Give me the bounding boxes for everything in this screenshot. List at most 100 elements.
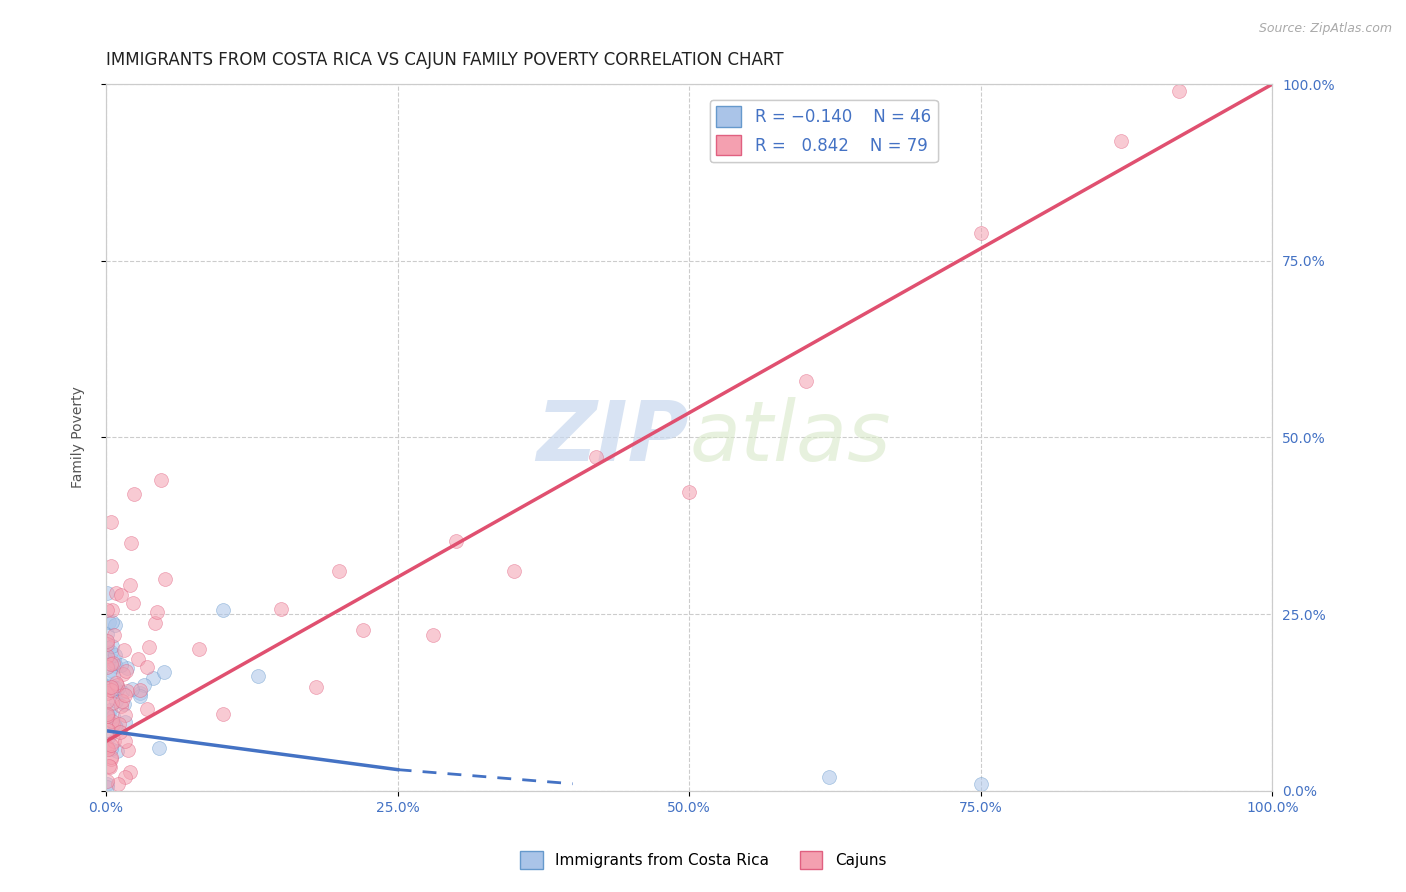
Point xyxy=(100,559,122,574)
Legend: Immigrants from Costa Rica, Cajuns: Immigrants from Costa Rica, Cajuns xyxy=(513,845,893,875)
Point xyxy=(153,572,176,586)
Point xyxy=(328,564,350,578)
Point xyxy=(97,651,120,665)
Point xyxy=(110,657,132,672)
Point xyxy=(96,627,118,641)
Point xyxy=(107,777,129,791)
Point xyxy=(132,678,155,692)
Point xyxy=(970,777,993,791)
Point xyxy=(678,484,700,499)
Point xyxy=(444,533,467,548)
Point xyxy=(96,774,118,789)
Point xyxy=(96,648,118,663)
Point xyxy=(124,487,146,501)
Point xyxy=(101,639,124,653)
Point xyxy=(211,603,233,617)
Text: atlas: atlas xyxy=(689,397,891,478)
Point xyxy=(97,741,120,756)
Point xyxy=(1109,134,1132,148)
Point xyxy=(111,666,134,681)
Point xyxy=(96,780,118,795)
Point xyxy=(100,738,122,752)
Point xyxy=(153,665,176,680)
Point xyxy=(111,694,134,708)
Point xyxy=(96,709,118,723)
Point xyxy=(108,725,131,739)
Point xyxy=(98,702,121,716)
Point xyxy=(101,669,124,683)
Point xyxy=(188,642,211,657)
Point xyxy=(105,678,128,692)
Point xyxy=(97,707,120,722)
Point xyxy=(104,684,127,698)
Point xyxy=(96,739,118,754)
Point xyxy=(103,648,125,662)
Point xyxy=(100,683,122,698)
Point xyxy=(98,615,121,629)
Point xyxy=(100,678,122,692)
Point xyxy=(305,680,328,694)
Point xyxy=(100,680,122,694)
Point xyxy=(101,696,124,710)
Point xyxy=(121,682,143,697)
Point xyxy=(114,707,136,722)
Point xyxy=(104,658,127,673)
Point xyxy=(120,577,142,591)
Point xyxy=(115,684,138,698)
Point xyxy=(114,714,136,729)
Text: ZIP: ZIP xyxy=(537,397,689,478)
Point xyxy=(103,734,125,748)
Point xyxy=(96,637,118,651)
Point xyxy=(103,717,125,731)
Point xyxy=(105,720,128,734)
Point xyxy=(108,717,131,731)
Point xyxy=(101,656,124,670)
Point xyxy=(136,660,159,674)
Point xyxy=(120,765,142,780)
Point xyxy=(112,643,135,657)
Point xyxy=(115,661,138,675)
Point xyxy=(105,675,128,690)
Point xyxy=(270,602,292,616)
Point xyxy=(135,702,157,716)
Point xyxy=(120,536,142,550)
Point xyxy=(96,633,118,648)
Point xyxy=(96,707,118,722)
Point xyxy=(818,770,841,784)
Point xyxy=(101,709,124,723)
Point xyxy=(104,681,127,695)
Point xyxy=(112,697,135,711)
Point xyxy=(114,770,136,784)
Point xyxy=(110,588,132,602)
Point xyxy=(96,777,118,791)
Point xyxy=(148,741,170,756)
Point xyxy=(1168,84,1191,98)
Point xyxy=(128,686,150,700)
Point xyxy=(114,734,136,748)
Point xyxy=(127,652,149,666)
Point xyxy=(352,623,374,637)
Point xyxy=(96,694,118,708)
Point xyxy=(96,586,118,600)
Point xyxy=(96,640,118,655)
Point xyxy=(100,657,122,672)
Point xyxy=(104,694,127,708)
Point xyxy=(96,740,118,755)
Point xyxy=(100,645,122,659)
Point xyxy=(122,596,145,610)
Point xyxy=(98,760,121,774)
Point xyxy=(142,671,165,685)
Point xyxy=(104,719,127,733)
Text: Source: ZipAtlas.com: Source: ZipAtlas.com xyxy=(1258,22,1392,36)
Point xyxy=(101,603,124,617)
Point xyxy=(101,615,124,629)
Point xyxy=(96,680,118,694)
Point xyxy=(103,627,125,641)
Point xyxy=(104,617,127,632)
Point xyxy=(101,714,124,728)
Point xyxy=(114,688,136,702)
Point xyxy=(110,699,132,714)
Point xyxy=(107,681,129,695)
Y-axis label: Family Poverty: Family Poverty xyxy=(72,386,86,489)
Point xyxy=(96,660,118,674)
